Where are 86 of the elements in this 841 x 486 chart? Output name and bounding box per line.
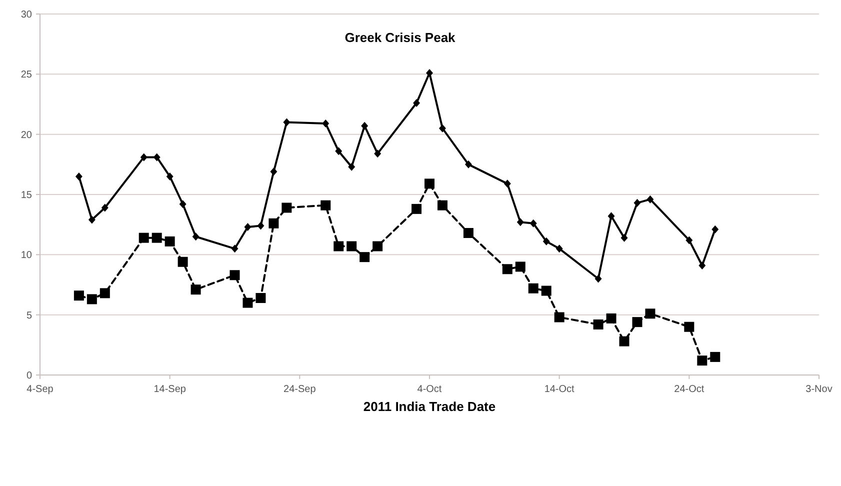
- point: [348, 162, 356, 171]
- point: [541, 286, 552, 296]
- point: [190, 284, 201, 295]
- x-axis-title: 2011 India Trade Date: [363, 399, 496, 414]
- point: [530, 219, 537, 228]
- point: [593, 319, 604, 330]
- point: [412, 204, 422, 214]
- point: [504, 180, 511, 188]
- point: [360, 252, 370, 262]
- point: [166, 172, 174, 180]
- point: [646, 195, 654, 204]
- point: [413, 99, 420, 108]
- point: [438, 124, 446, 132]
- point: [697, 356, 708, 366]
- point: [152, 232, 162, 243]
- point: [426, 68, 433, 77]
- point: [632, 317, 642, 328]
- point: [374, 150, 382, 158]
- x-tick-label: 14-Oct: [544, 384, 575, 395]
- point: [86, 294, 97, 304]
- point: [74, 290, 84, 301]
- point: [606, 313, 616, 324]
- point: [153, 153, 160, 162]
- point: [242, 298, 253, 308]
- point: [463, 228, 474, 238]
- point: [268, 218, 279, 228]
- x-tick-label: 3-Nov: [806, 384, 832, 395]
- y-tick-label: 15: [20, 190, 32, 201]
- point: [437, 200, 448, 210]
- y-tick-label: 20: [20, 130, 32, 141]
- point: [620, 234, 628, 242]
- point: [516, 218, 524, 226]
- point: [502, 264, 512, 274]
- point: [634, 198, 641, 207]
- point: [178, 256, 188, 267]
- point: [335, 147, 342, 156]
- x-tick-label: 4-Oct: [417, 384, 442, 395]
- y-tick-label: 10: [20, 250, 32, 262]
- y-tick-label: 5: [26, 310, 32, 322]
- point: [710, 352, 720, 362]
- point: [542, 237, 550, 246]
- point: [515, 262, 526, 272]
- x-tick-label: 24-Oct: [674, 384, 704, 395]
- point: [231, 244, 238, 253]
- y-tick-label: 0: [26, 370, 32, 382]
- point: [283, 118, 290, 126]
- point: [686, 236, 693, 244]
- point: [322, 120, 330, 128]
- point: [464, 160, 472, 168]
- x-tick-label: 24-Sep: [284, 384, 316, 395]
- text: Greek Crisis Peak: [344, 30, 456, 45]
- point: [320, 200, 331, 210]
- point: [698, 261, 706, 270]
- point: [179, 200, 186, 208]
- point: [361, 122, 368, 130]
- point: [270, 168, 278, 176]
- point: [372, 241, 383, 252]
- point: [257, 222, 264, 230]
- point: [100, 288, 110, 298]
- y-tick-label: 25: [20, 70, 32, 81]
- point: [619, 336, 630, 346]
- point: [712, 225, 719, 234]
- point: [684, 322, 694, 332]
- point: [645, 308, 656, 319]
- point: [554, 312, 564, 322]
- point: [608, 212, 615, 220]
- point: [192, 232, 200, 241]
- point: [140, 153, 148, 162]
- point: [230, 270, 240, 280]
- point: [424, 178, 434, 189]
- y-tick-label: 30: [20, 10, 32, 20]
- point: [138, 232, 149, 243]
- point: [282, 202, 292, 213]
- point: [244, 222, 252, 231]
- point: [75, 172, 82, 180]
- point: [594, 274, 602, 283]
- point: [101, 204, 108, 212]
- x-tick-label: 4-Sep: [26, 384, 54, 395]
- point: [556, 244, 563, 253]
- point: [88, 216, 96, 224]
- point: [164, 236, 175, 246]
- x-tick-label: 14-Sep: [154, 384, 186, 395]
- point: [528, 283, 538, 294]
- point: [334, 241, 344, 252]
- point: [346, 241, 357, 252]
- point: [256, 292, 266, 303]
